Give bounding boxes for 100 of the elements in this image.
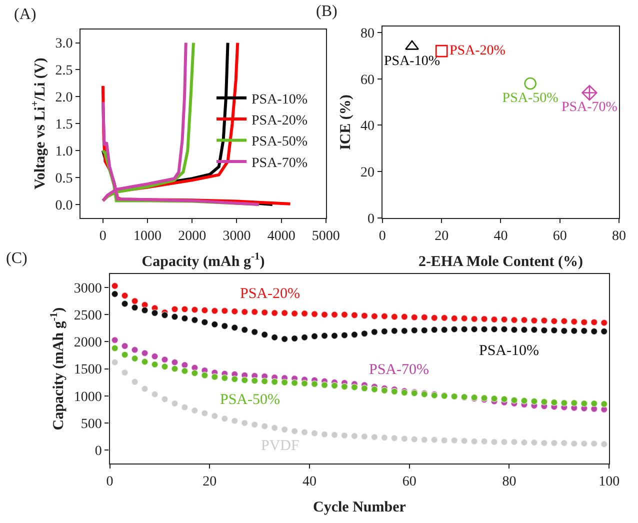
point (380, 328, 388, 336)
point (290, 334, 298, 342)
point (201, 306, 208, 314)
legend-label: PSA-10% (252, 92, 308, 108)
point (440, 326, 448, 334)
point (300, 334, 308, 342)
point (121, 342, 128, 350)
y-tick-label: 2000 (74, 336, 102, 351)
point (320, 332, 328, 340)
point (221, 374, 228, 382)
point (550, 317, 558, 325)
point (280, 378, 288, 386)
point (524, 77, 536, 90)
point (310, 430, 318, 437)
y-tick-label: 60 (360, 72, 375, 88)
x-axis-title: Capacity (mAh g$^{-1}$) (142, 252, 265, 270)
point (221, 307, 228, 314)
x-axis-title: 2-EHA Mole Content (%) (418, 254, 584, 270)
point (550, 439, 558, 447)
point (240, 419, 248, 427)
point (380, 434, 388, 442)
point (111, 290, 118, 298)
point (141, 358, 148, 366)
point (121, 351, 128, 358)
point (350, 384, 358, 391)
point (500, 438, 508, 446)
point (400, 313, 408, 320)
point (570, 318, 578, 326)
y-tick-label: 0 (368, 212, 375, 227)
y-tick-label: 1500 (74, 362, 102, 378)
y-tick-label: 2500 (74, 308, 102, 324)
x-tick-label: 40 (494, 228, 508, 244)
y-tick-label: 2.5 (55, 64, 73, 79)
point (191, 369, 198, 377)
point (131, 354, 138, 362)
point (290, 310, 298, 318)
point (111, 282, 118, 290)
point (540, 316, 548, 324)
point (490, 326, 498, 333)
series-label: PSA-10% (479, 343, 540, 359)
point (580, 400, 588, 408)
y-tick-label: 80 (360, 26, 375, 42)
point (111, 336, 118, 344)
point (250, 420, 258, 428)
y-tick-label: 20 (360, 165, 375, 180)
point (560, 317, 568, 325)
x-tick-label: 20 (434, 228, 449, 244)
point (171, 306, 178, 313)
point (260, 378, 268, 385)
point (430, 326, 438, 334)
point (250, 377, 258, 384)
point (370, 433, 378, 441)
x-tick-label: 80 (502, 474, 516, 490)
point (500, 326, 508, 333)
point (201, 372, 208, 379)
point (171, 313, 178, 320)
point (490, 316, 498, 324)
point (540, 398, 548, 406)
x-tick-label: 3000 (222, 228, 251, 244)
point (191, 316, 198, 324)
point (470, 438, 478, 446)
point (191, 306, 198, 314)
point (221, 415, 228, 422)
point (350, 311, 358, 319)
point (500, 316, 508, 324)
x-tick-label: 100 (598, 474, 620, 490)
point (360, 432, 368, 440)
point (390, 434, 398, 442)
x-tick-label: 0 (378, 228, 386, 244)
point (131, 297, 138, 305)
y-tick-label: 0 (94, 444, 102, 459)
point (141, 385, 148, 392)
point (280, 426, 288, 434)
legend-label: PSA-50% (252, 134, 308, 150)
point (390, 327, 398, 335)
point (580, 327, 588, 335)
point (320, 310, 328, 318)
point (435, 44, 448, 58)
point (490, 438, 498, 446)
point (370, 312, 378, 320)
point (410, 436, 418, 443)
point (530, 398, 538, 405)
point (151, 360, 158, 368)
point (340, 432, 348, 440)
chart-title: (C) (6, 250, 28, 267)
point (400, 327, 408, 335)
point (181, 314, 188, 322)
point (400, 435, 408, 442)
series-label: PSA-50% (502, 90, 559, 106)
point (340, 383, 348, 390)
point (582, 84, 598, 101)
point (420, 326, 428, 334)
point (230, 308, 238, 315)
point (480, 315, 488, 323)
point (240, 326, 248, 334)
point (310, 332, 318, 340)
point (570, 327, 578, 335)
point (151, 390, 158, 398)
point (590, 318, 598, 326)
y-tick-label: 2.0 (55, 90, 73, 106)
